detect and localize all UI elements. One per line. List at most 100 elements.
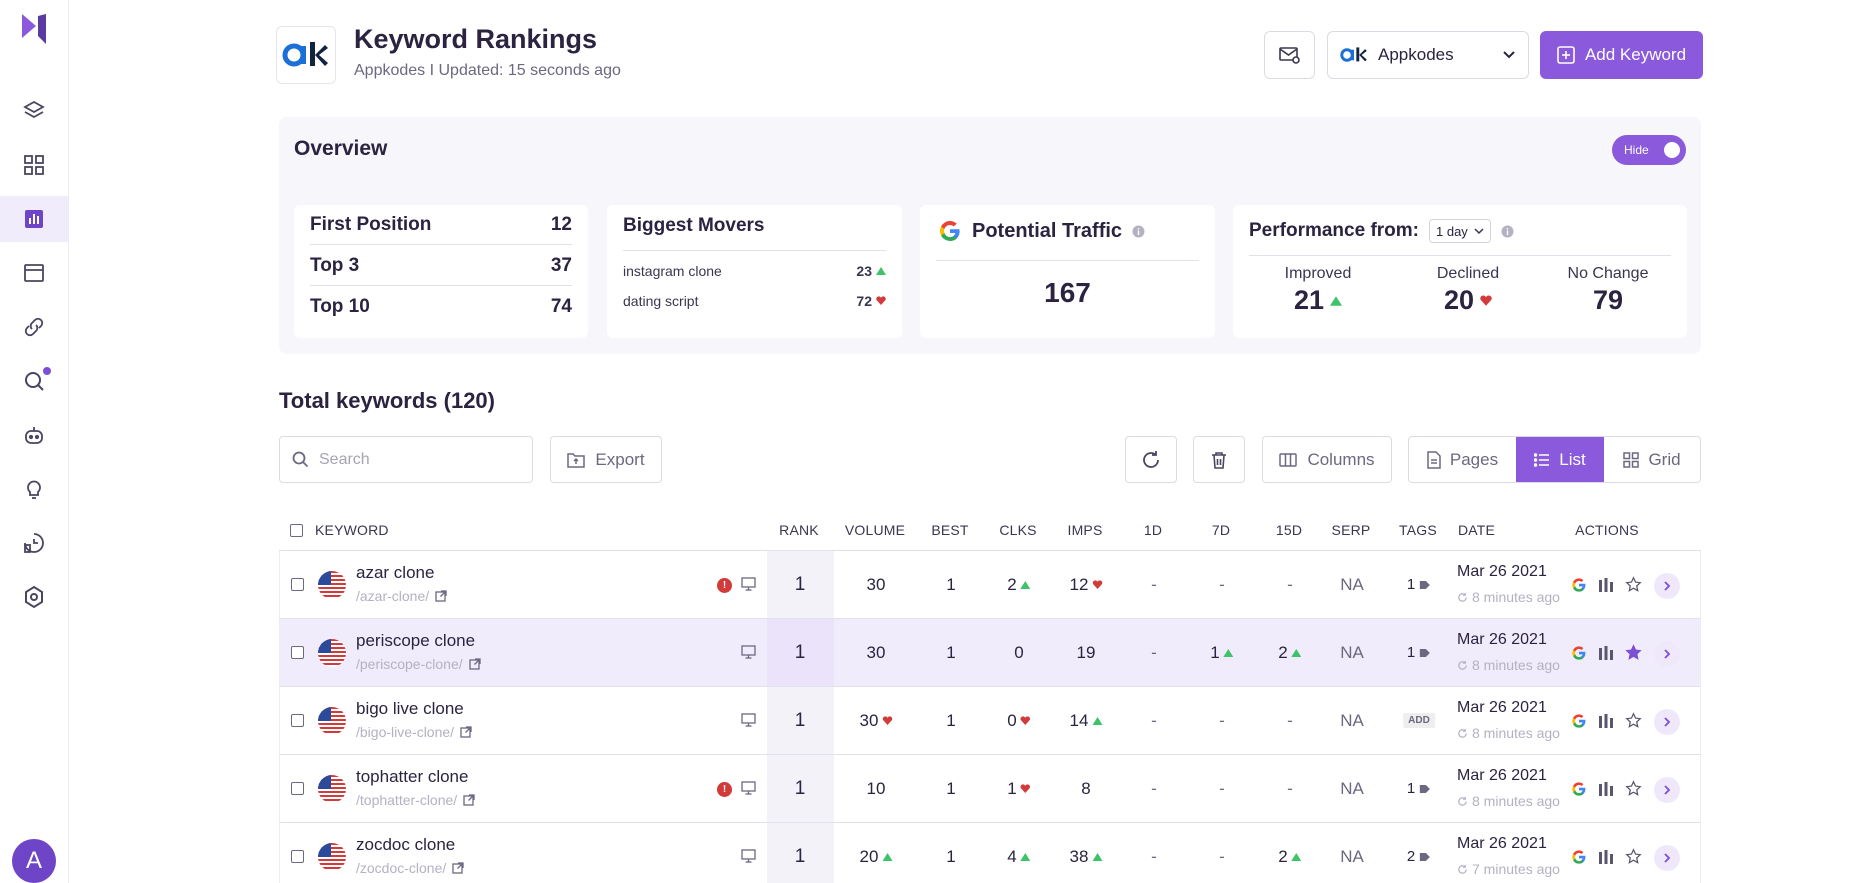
keyword-text[interactable]: periscope clone xyxy=(356,631,476,650)
tags-cell[interactable]: 1 xyxy=(1407,755,1431,822)
search-box[interactable] xyxy=(279,436,533,483)
open-keyword-button[interactable] xyxy=(1654,709,1680,735)
column-volume[interactable]: VOLUME xyxy=(844,522,906,538)
column-serp[interactable]: SERP xyxy=(1331,522,1371,538)
grid-view-button[interactable]: Grid xyxy=(1604,437,1700,482)
sidebar-item-settings[interactable] xyxy=(0,574,68,620)
clks-cell: 2 xyxy=(1007,551,1031,618)
mail-settings-icon xyxy=(1278,47,1300,64)
sidebar-item-search[interactable] xyxy=(0,358,68,404)
sidebar-item-dashboard[interactable] xyxy=(0,142,68,188)
refresh-button[interactable] xyxy=(1125,436,1177,483)
table-row[interactable]: azar clone /azar-clone/ ! 1 30 1 2 12 - … xyxy=(279,551,1701,619)
star-icon[interactable] xyxy=(1625,780,1642,797)
chart-bars-icon[interactable] xyxy=(1598,849,1614,865)
add-tag-button[interactable]: ADD xyxy=(1403,713,1435,728)
external-link-icon[interactable] xyxy=(435,590,447,602)
hide-overview-toggle[interactable]: Hide xyxy=(1612,135,1686,165)
trend-up-icon xyxy=(1020,852,1031,861)
chart-bars-icon[interactable] xyxy=(1598,645,1614,661)
row-checkbox[interactable] xyxy=(291,850,304,863)
google-icon[interactable] xyxy=(1571,849,1587,865)
email-report-button[interactable] xyxy=(1264,31,1315,79)
column-date[interactable]: DATE xyxy=(1458,522,1496,538)
column-7d[interactable]: 7D xyxy=(1211,522,1231,538)
sidebar-item-bot[interactable] xyxy=(0,412,68,458)
star-icon[interactable] xyxy=(1625,848,1642,865)
external-link-icon[interactable] xyxy=(460,726,472,738)
search-input[interactable] xyxy=(319,450,519,469)
column-clks[interactable]: CLKS xyxy=(999,522,1037,538)
column-15d[interactable]: 15D xyxy=(1275,522,1303,538)
star-icon[interactable] xyxy=(1625,712,1642,729)
google-icon[interactable] xyxy=(1571,577,1587,593)
add-keyword-button[interactable]: Add Keyword xyxy=(1540,31,1703,79)
project-select[interactable]: Appkodes xyxy=(1327,31,1529,79)
table-row[interactable]: bigo live clone /bigo-live-clone/ 1 30 1… xyxy=(279,687,1701,755)
row-checkbox[interactable] xyxy=(291,782,304,795)
open-keyword-button[interactable] xyxy=(1654,573,1680,599)
export-button[interactable]: Export xyxy=(550,436,662,483)
list-view-button[interactable]: List xyxy=(1516,437,1604,482)
info-icon[interactable] xyxy=(1501,225,1514,238)
alert-icon[interactable]: ! xyxy=(717,782,732,797)
table-row[interactable]: zocdoc clone /zocdoc-clone/ 1 20 1 4 38 … xyxy=(279,823,1701,883)
sidebar-item-layers[interactable] xyxy=(0,88,68,134)
chart-bars-icon[interactable] xyxy=(1598,713,1614,729)
performance-period-select[interactable]: 1 day xyxy=(1429,219,1491,243)
external-link-icon[interactable] xyxy=(463,794,475,806)
column-1d[interactable]: 1D xyxy=(1143,522,1163,538)
keyword-url[interactable]: /bigo-live-clone/ xyxy=(356,724,472,740)
keyword-url[interactable]: /tophatter-clone/ xyxy=(356,792,475,808)
table-row[interactable]: periscope clone /periscope-clone/ 1 30 1… xyxy=(279,619,1701,687)
keyword-text[interactable]: zocdoc clone xyxy=(356,835,456,854)
position-value: 37 xyxy=(550,254,572,276)
table-row[interactable]: tophatter clone /tophatter-clone/ ! 1 10… xyxy=(279,755,1701,823)
pages-view-button[interactable]: Pages xyxy=(1409,437,1516,482)
sidebar-item-browser[interactable] xyxy=(0,250,68,296)
chart-bars-icon[interactable] xyxy=(1598,781,1614,797)
google-icon[interactable] xyxy=(1571,645,1587,661)
sidebar-item-ideas[interactable] xyxy=(0,466,68,512)
row-checkbox[interactable] xyxy=(291,646,304,659)
open-keyword-button[interactable] xyxy=(1654,777,1680,803)
keyword-url[interactable]: /periscope-clone/ xyxy=(356,656,481,672)
info-icon[interactable] xyxy=(1132,225,1145,238)
keyword-text[interactable]: azar clone xyxy=(356,563,435,582)
avatar[interactable]: A xyxy=(12,839,56,883)
keyword-url[interactable]: /azar-clone/ xyxy=(356,588,447,604)
sidebar-item-reports[interactable] xyxy=(0,520,68,566)
select-all-checkbox[interactable] xyxy=(290,510,303,550)
row-checkbox[interactable] xyxy=(291,714,304,727)
column-tags[interactable]: TAGS xyxy=(1399,522,1437,538)
column-keyword[interactable]: KEYWORD xyxy=(315,522,389,538)
chart-bars-icon[interactable] xyxy=(1598,577,1614,593)
external-link-icon[interactable] xyxy=(468,658,481,670)
tags-cell[interactable]: 1 xyxy=(1407,551,1431,618)
column-imps[interactable]: IMPS xyxy=(1067,522,1103,538)
column-rank[interactable]: RANK xyxy=(779,522,819,538)
google-icon[interactable] xyxy=(1571,781,1587,797)
tags-cell[interactable]: 1 xyxy=(1407,619,1431,686)
star-filled-icon[interactable] xyxy=(1625,644,1642,661)
keyword-text[interactable]: tophatter clone xyxy=(356,767,469,786)
keyword-text[interactable]: bigo live clone xyxy=(356,699,464,718)
columns-button[interactable]: Columns xyxy=(1262,436,1392,483)
app-logo-icon[interactable] xyxy=(20,12,48,46)
sidebar-item-links[interactable] xyxy=(0,304,68,350)
column-best[interactable]: BEST xyxy=(931,522,969,538)
google-icon[interactable] xyxy=(1571,713,1587,729)
mover-row[interactable]: instagram clone 23 xyxy=(623,263,886,279)
row-checkbox[interactable] xyxy=(291,578,304,591)
mover-row[interactable]: dating script 72 xyxy=(623,293,886,309)
external-link-icon[interactable] xyxy=(452,862,464,874)
alert-icon[interactable]: ! xyxy=(717,578,732,593)
open-keyword-button[interactable] xyxy=(1654,845,1680,871)
open-keyword-button[interactable] xyxy=(1654,641,1680,667)
delete-button[interactable] xyxy=(1193,436,1245,483)
tags-cell[interactable]: 2 xyxy=(1407,823,1431,883)
tags-cell[interactable]: ADD xyxy=(1403,687,1435,754)
sidebar-item-rankings[interactable] xyxy=(0,196,68,242)
star-icon[interactable] xyxy=(1625,576,1642,593)
keyword-url[interactable]: /zocdoc-clone/ xyxy=(356,860,464,876)
